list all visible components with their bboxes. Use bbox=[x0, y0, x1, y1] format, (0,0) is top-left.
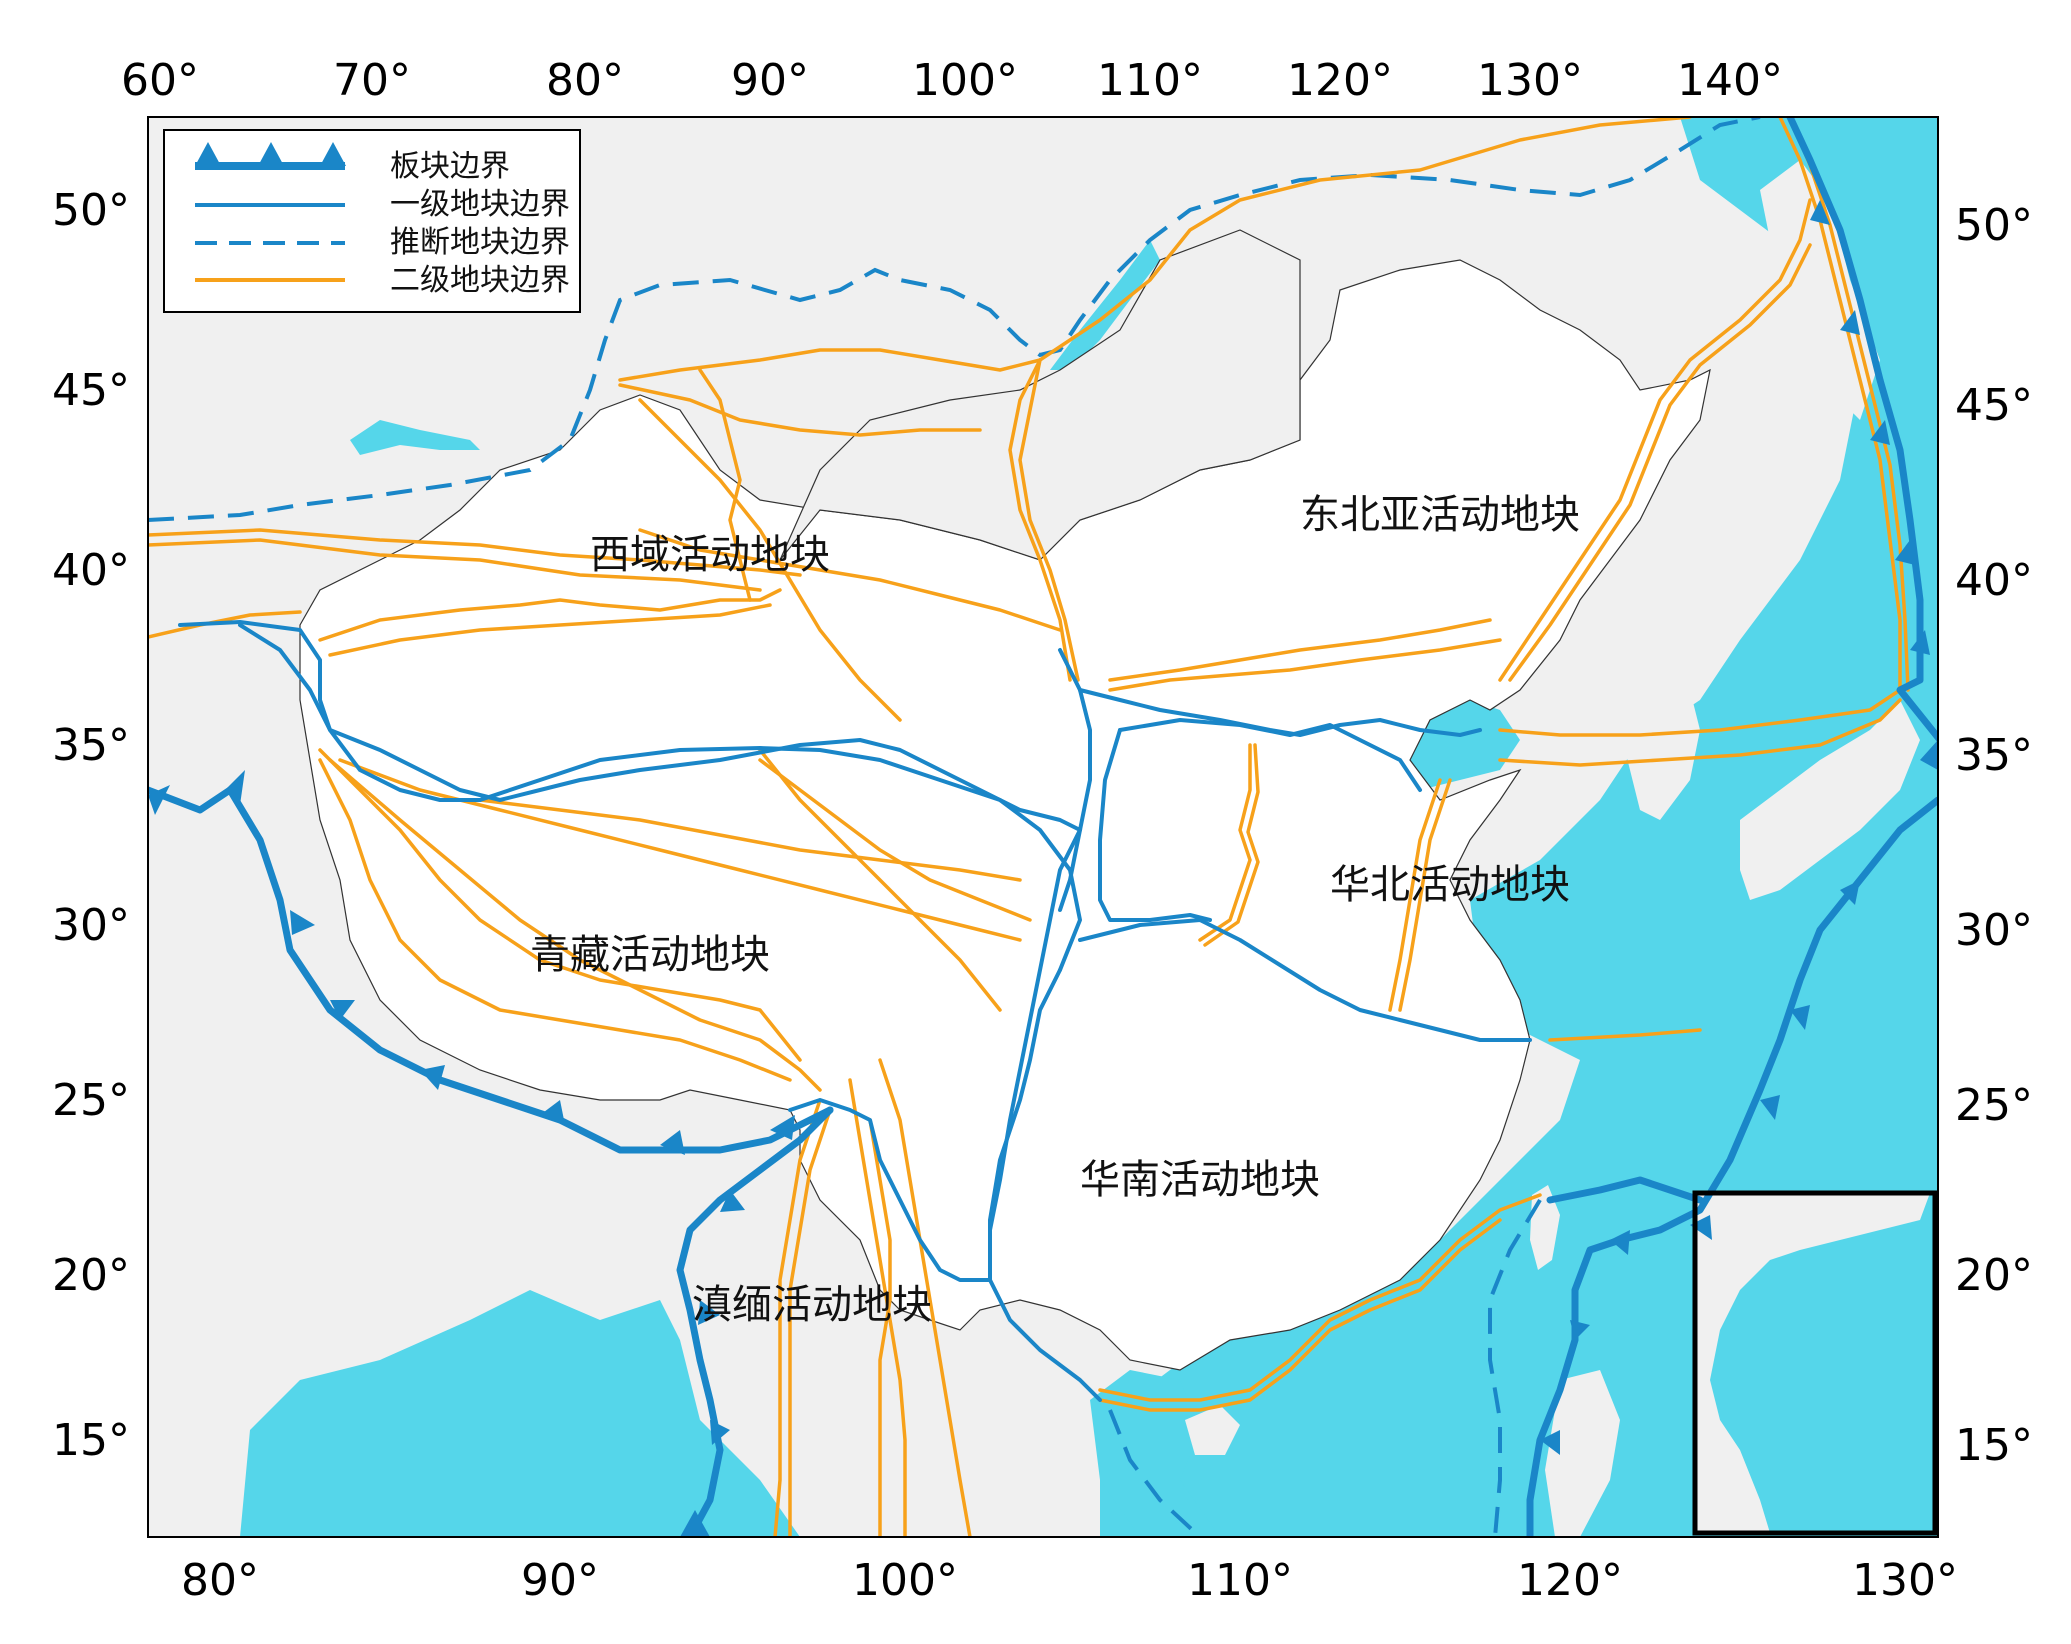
left-tick-label: 30° bbox=[52, 900, 130, 951]
bottom-tick-label: 110° bbox=[1187, 1555, 1293, 1606]
right-tick-label: 50° bbox=[1955, 200, 2033, 251]
korea-peninsula bbox=[1620, 680, 1700, 820]
top-tick-label: 120° bbox=[1287, 55, 1393, 106]
region-label-qingzang: 青藏活动地块 bbox=[530, 932, 770, 978]
top-tick-label: 80° bbox=[546, 55, 624, 106]
inset-frame bbox=[1692, 1190, 1938, 1536]
legend-label-first-order: 一级地块边界 bbox=[390, 187, 570, 222]
right-tick-label: 30° bbox=[1955, 905, 2033, 956]
right-axis: 50° 45° 40° 35° 30° 25° 20° 15° bbox=[1955, 200, 2033, 1471]
map-frame bbox=[147, 116, 1939, 1538]
left-tick-label: 40° bbox=[52, 545, 130, 596]
legend-triangle bbox=[195, 142, 221, 166]
top-tick-label: 110° bbox=[1097, 55, 1203, 106]
right-tick-label: 15° bbox=[1955, 1420, 2033, 1471]
region-label-dongbeiya: 东北亚活动地块 bbox=[1300, 492, 1580, 538]
region-label-xiyu: 西域活动地块 bbox=[590, 532, 830, 578]
legend-label-plate: 板块边界 bbox=[390, 149, 510, 184]
left-tick-label: 35° bbox=[52, 720, 130, 771]
baikal-lake bbox=[1050, 240, 1160, 370]
plate-triangle bbox=[148, 785, 170, 815]
right-tick-label: 35° bbox=[1955, 730, 2033, 781]
top-tick-label: 100° bbox=[912, 55, 1018, 106]
plate-boundaries bbox=[148, 117, 1938, 1537]
legend-triangle bbox=[320, 142, 346, 166]
legend-box bbox=[163, 129, 581, 313]
russian-far-east bbox=[1760, 160, 1880, 420]
bay-of-bengal bbox=[240, 1290, 800, 1537]
left-tick-label: 50° bbox=[52, 185, 130, 236]
inset-land bbox=[1695, 1193, 1930, 1533]
top-tick-label: 90° bbox=[731, 55, 809, 106]
region-label-huabei: 华北活动地块 bbox=[1330, 862, 1570, 908]
bottom-axis: 80° 90° 100° 110° 120° 130° bbox=[181, 1555, 1958, 1606]
inferred-boundary-south bbox=[1488, 1198, 1542, 1537]
philippines-islands bbox=[1545, 1370, 1620, 1537]
top-axis: 60° 70° 80° 90° 100° 110° 120° 130° 140° bbox=[121, 55, 1783, 106]
hainan-island bbox=[1185, 1405, 1240, 1455]
top-tick-label: 140° bbox=[1677, 55, 1783, 106]
mongolia-land bbox=[779, 229, 1301, 561]
region-label-dianmian: 滇缅活动地块 bbox=[692, 1282, 932, 1328]
legend: 板块边界 一级地块边界 推断地块边界 二级地块边界 bbox=[163, 129, 581, 313]
right-tick-label: 40° bbox=[1955, 555, 2033, 606]
right-tick-label: 20° bbox=[1955, 1250, 2033, 1301]
pacific-sea bbox=[1100, 117, 1938, 1537]
left-tick-label: 20° bbox=[52, 1250, 130, 1301]
bottom-tick-label: 90° bbox=[521, 1555, 599, 1606]
left-tick-label: 25° bbox=[52, 1075, 130, 1126]
bottom-tick-label: 130° bbox=[1852, 1555, 1958, 1606]
bottom-tick-label: 80° bbox=[181, 1555, 259, 1606]
right-tick-label: 25° bbox=[1955, 1080, 2033, 1131]
legend-label-second-order: 二级地块边界 bbox=[390, 263, 570, 298]
region-label-huanan: 华南活动地块 bbox=[1080, 1157, 1320, 1203]
legend-label-inferred: 推断地块边界 bbox=[390, 225, 570, 260]
legend-triangle bbox=[258, 142, 284, 166]
right-tick-label: 45° bbox=[1955, 380, 2033, 431]
bottom-tick-label: 120° bbox=[1517, 1555, 1623, 1606]
balkhash-lake bbox=[350, 420, 480, 455]
top-tick-label: 60° bbox=[121, 55, 199, 106]
left-axis: 50° 45° 40° 35° 30° 25° 20° 15° bbox=[52, 185, 130, 1466]
left-tick-label: 45° bbox=[52, 365, 130, 416]
top-tick-label: 70° bbox=[333, 55, 411, 106]
inferred-boundary-north bbox=[148, 117, 1761, 522]
top-tick-label: 130° bbox=[1477, 55, 1583, 106]
left-tick-label: 15° bbox=[52, 1415, 130, 1466]
inferred-boundary-gulf bbox=[1108, 1409, 1202, 1537]
first-order-boundaries bbox=[178, 620, 1532, 1402]
region-labels: 西域活动地块 东北亚活动地块 青藏活动地块 华北活动地块 华南活动地块 滇缅活动… bbox=[530, 492, 1580, 1328]
second-order-boundaries bbox=[148, 117, 1910, 1537]
japan-islands bbox=[1740, 700, 1920, 900]
bottom-tick-label: 100° bbox=[852, 1555, 958, 1606]
